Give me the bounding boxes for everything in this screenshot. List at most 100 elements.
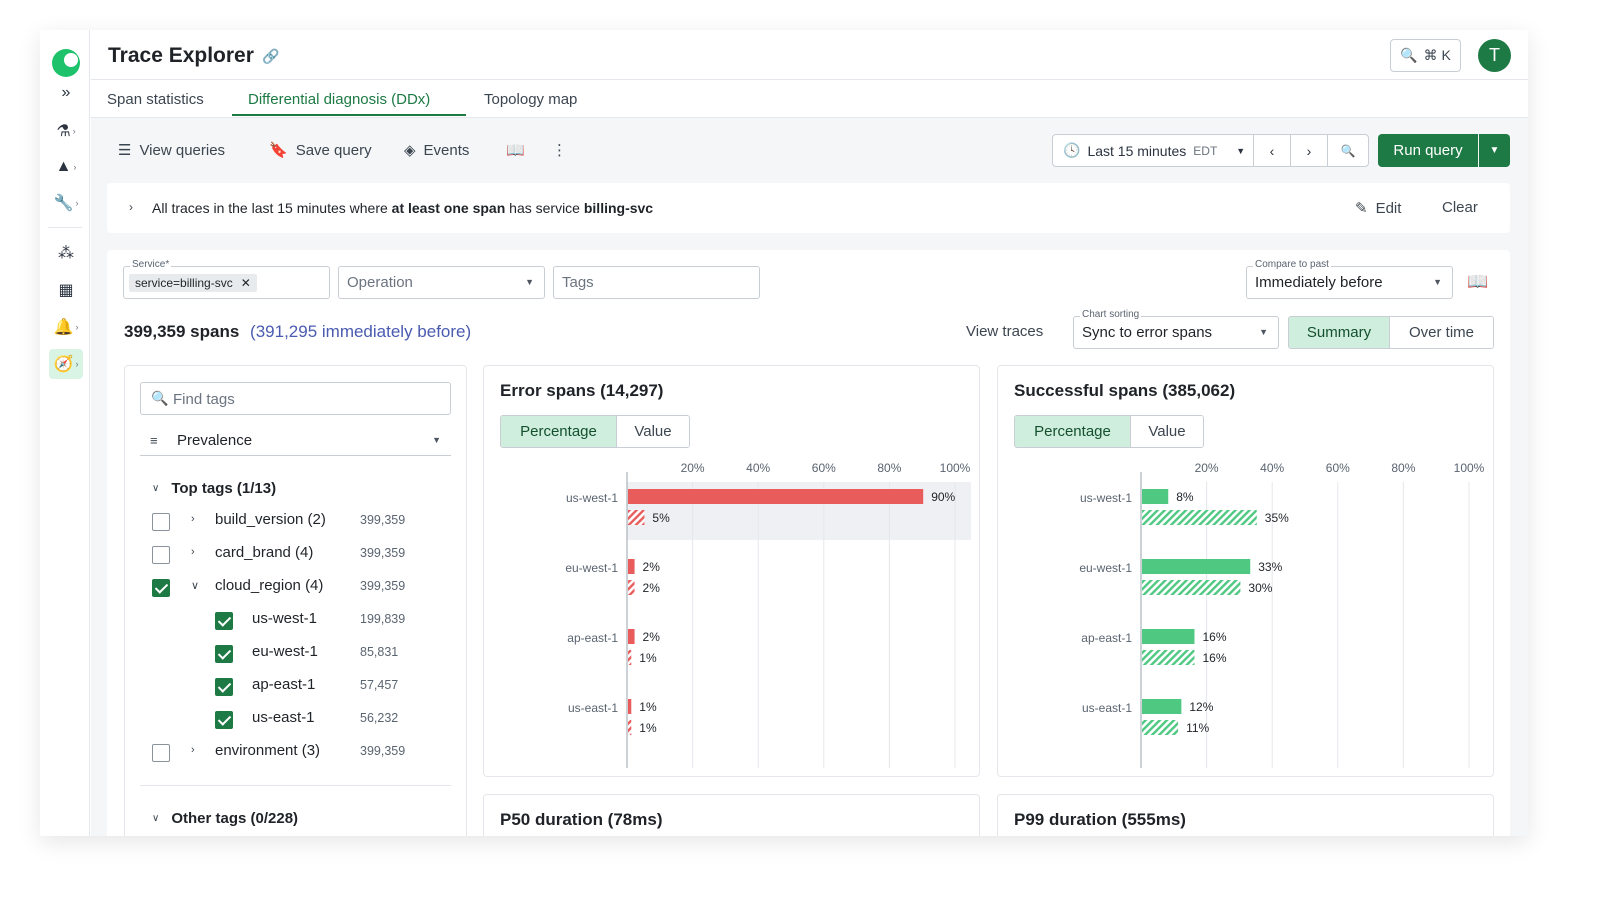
docs-button[interactable]: 📖 xyxy=(506,141,525,159)
over-time-toggle[interactable]: Over time xyxy=(1390,317,1493,348)
tag-checkbox[interactable] xyxy=(215,678,233,696)
category-label: eu-west-1 xyxy=(565,561,618,575)
service-field-label: Service* xyxy=(130,259,172,270)
time-range-select[interactable]: 🕓 Last 15 minutes EDT ▼ xyxy=(1053,135,1254,166)
close-icon[interactable]: ✕ xyxy=(240,276,251,290)
other-tags-group[interactable]: ∨ Other tags (0/228) xyxy=(152,810,298,827)
run-query-button[interactable]: Run query xyxy=(1378,134,1478,167)
find-tags-input[interactable]: 🔍 Find tags xyxy=(140,382,451,415)
top-tags-group[interactable]: ∨ Top tags (1/13) xyxy=(152,480,276,497)
data-label: 1% xyxy=(639,721,657,735)
current-bar xyxy=(628,489,924,504)
chevron-down-icon: ∨ xyxy=(152,483,160,494)
tag-name: build_version (2) xyxy=(215,511,326,528)
chevron-right-icon[interactable]: › xyxy=(191,744,195,756)
tag-checkbox[interactable] xyxy=(152,744,170,762)
tag-row[interactable]: ap-east-1 57,457 xyxy=(125,675,466,699)
chevron-down-icon: ▼ xyxy=(525,277,534,287)
summary-toggle[interactable]: Summary xyxy=(1289,317,1390,348)
compare-to-past-select[interactable]: Compare to past Immediately before ▼ xyxy=(1246,259,1453,299)
query-summary-bar: › All traces in the last 15 minutes wher… xyxy=(107,183,1510,233)
save-query-label: Save query xyxy=(295,141,372,159)
expand-nav-icon[interactable]: » xyxy=(61,84,71,101)
save-query-button[interactable]: 🔖 Save query xyxy=(269,141,372,160)
tag-name: ap-east-1 xyxy=(252,676,316,693)
time-forward-button[interactable]: › xyxy=(1291,135,1328,166)
dashboard-icon[interactable]: ▦ xyxy=(58,282,74,299)
compass-icon[interactable]: 🧭 › xyxy=(49,349,83,379)
active-tab-indicator xyxy=(232,114,466,116)
category-label: eu-west-1 xyxy=(1079,561,1132,575)
tag-checkbox[interactable] xyxy=(215,612,233,630)
error-spans-chart: 20% 40% 60% 80% 100% us-west-1 90% 5% eu-west-1 2… xyxy=(565,461,971,768)
value-toggle[interactable]: Value xyxy=(617,416,689,447)
events-button[interactable]: ◈ Events xyxy=(404,141,469,160)
tab-topology-map[interactable]: Topology map xyxy=(484,91,578,108)
chevron-down-icon[interactable]: ∨ xyxy=(191,580,200,592)
view-traces-link[interactable]: View traces xyxy=(966,323,1044,340)
search-icon: 🔍 xyxy=(151,390,169,406)
tag-row[interactable]: › environment (3) 399,359 xyxy=(125,741,466,765)
wrench-icon[interactable]: 🔧 › xyxy=(53,195,79,212)
chevron-right-icon[interactable]: › xyxy=(191,513,195,525)
user-avatar[interactable]: T xyxy=(1478,39,1511,72)
chart-sorting-label: Chart sorting xyxy=(1080,309,1142,320)
tag-row[interactable]: ∨ cloud_region (4) 399,359 xyxy=(125,576,466,600)
view-queries-label: View queries xyxy=(139,141,226,159)
services-icon[interactable]: ⚗ › xyxy=(56,123,76,140)
tick-label: 40% xyxy=(746,461,770,475)
edit-button[interactable]: ✎ Edit xyxy=(1355,199,1401,218)
tag-checkbox[interactable] xyxy=(152,546,170,564)
shapes-icon[interactable]: ▲ › xyxy=(55,158,77,175)
previous-bar xyxy=(1142,510,1257,525)
run-query-menu-button[interactable]: ▼ xyxy=(1479,134,1510,167)
tags-input[interactable]: Tags xyxy=(553,266,760,299)
search-shortcut-button[interactable]: 🔍 ⌘ K xyxy=(1390,39,1461,72)
service-field[interactable]: Service* service=billing-svc ✕ xyxy=(123,259,330,299)
time-back-button[interactable]: ‹ xyxy=(1254,135,1291,166)
tab-bar: Span statistics Differential diagnosis (… xyxy=(91,80,1528,118)
tag-checkbox[interactable] xyxy=(215,711,233,729)
tag-checkbox[interactable] xyxy=(215,645,233,663)
data-label: 33% xyxy=(1258,560,1282,574)
more-options-button[interactable]: ⋮ xyxy=(552,141,567,159)
tick-label: 40% xyxy=(1260,461,1284,475)
tag-row[interactable]: › build_version (2) 399,359 xyxy=(125,510,466,534)
tag-name: environment (3) xyxy=(215,742,321,759)
tab-differential-diagnosis[interactable]: Differential diagnosis (DDx) xyxy=(248,91,431,108)
tag-count: 57,457 xyxy=(360,678,399,692)
tag-count: 399,359 xyxy=(360,744,406,758)
tag-row[interactable]: us-west-1 199,839 xyxy=(125,609,466,633)
caret-down-icon: ▼ xyxy=(1489,145,1500,156)
zoom-button[interactable]: 🔍 xyxy=(1328,135,1368,166)
sort-by-select[interactable]: ≡ Prevalence ▼ xyxy=(140,426,451,456)
rail-divider xyxy=(48,227,82,228)
chart-sorting-select[interactable]: Chart sorting Sync to error spans ▼ xyxy=(1073,309,1279,349)
clear-button[interactable]: Clear xyxy=(1442,199,1478,216)
chevron-right-icon[interactable]: › xyxy=(191,546,195,558)
tick-label: 60% xyxy=(812,461,836,475)
tag-row[interactable]: us-east-1 56,232 xyxy=(125,708,466,732)
p99-duration-card: P99 duration (555ms) xyxy=(997,794,1494,836)
bell-icon[interactable]: 🔔 › xyxy=(53,319,79,336)
view-queries-button[interactable]: ☰ View queries xyxy=(118,141,226,160)
expand-summary-icon[interactable]: › xyxy=(129,200,133,214)
percentage-toggle[interactable]: Percentage xyxy=(1015,416,1131,447)
app-logo[interactable] xyxy=(51,48,81,78)
data-label: 30% xyxy=(1248,581,1272,595)
network-icon[interactable]: ⁂ xyxy=(58,245,74,262)
operation-select[interactable]: Operation ▼ xyxy=(338,266,545,299)
current-bar xyxy=(628,699,632,714)
operation-placeholder: Operation xyxy=(347,274,413,291)
value-toggle[interactable]: Value xyxy=(1131,416,1203,447)
tag-checkbox[interactable] xyxy=(152,579,170,597)
span-count-value: 399,359 spans xyxy=(124,322,240,341)
tag-row[interactable]: eu-west-1 85,831 xyxy=(125,642,466,666)
tag-row[interactable]: › card_brand (4) 399,359 xyxy=(125,543,466,567)
percentage-toggle[interactable]: Percentage xyxy=(501,416,617,447)
tab-span-statistics[interactable]: Span statistics xyxy=(107,91,204,108)
book-icon[interactable]: 📖 xyxy=(1467,272,1489,291)
link-icon[interactable]: 🔗 xyxy=(262,48,280,64)
tag-checkbox[interactable] xyxy=(152,513,170,531)
chevron-down-icon: ▼ xyxy=(1259,327,1268,337)
